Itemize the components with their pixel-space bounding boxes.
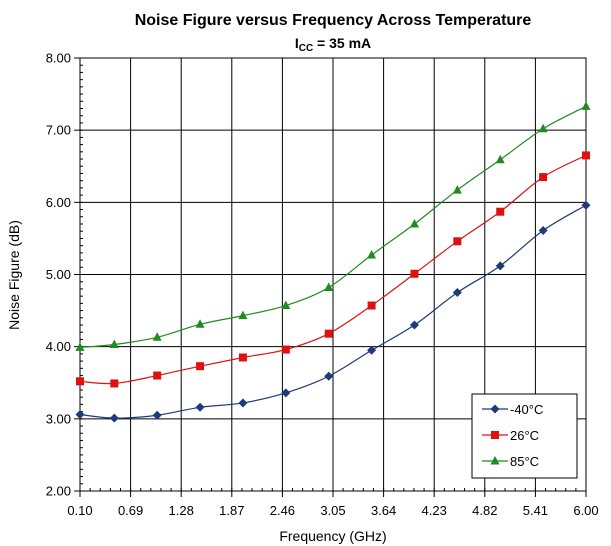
data-point <box>324 329 333 338</box>
legend-box <box>471 393 578 479</box>
series-2 <box>75 101 591 351</box>
data-point <box>495 154 505 164</box>
data-point <box>238 353 247 362</box>
x-tick-label: 4.23 <box>422 503 447 518</box>
y-tick-label: 8.00 <box>46 51 71 66</box>
data-point <box>496 207 505 216</box>
subtitle-subscript: CC <box>299 43 313 54</box>
data-point <box>109 413 119 423</box>
legend-label: 26°C <box>510 428 539 443</box>
series-1 <box>76 151 590 388</box>
x-axis-label: Frequency (GHz) <box>279 528 386 544</box>
data-point <box>409 218 419 228</box>
legend-marker <box>490 456 500 465</box>
data-point <box>453 237 462 246</box>
plot-area-border <box>79 57 587 492</box>
data-point <box>281 300 291 310</box>
data-point <box>109 339 119 349</box>
x-tick-label: 6.00 <box>573 503 598 518</box>
data-point <box>409 320 419 330</box>
y-tick-label: 2.00 <box>46 484 71 499</box>
x-tick-label: 5.41 <box>523 503 548 518</box>
legend-label: -40°C <box>510 402 543 417</box>
subtitle-rest: = 35 mA <box>313 35 371 51</box>
data-point <box>367 301 376 310</box>
chart-title: Noise Figure versus Frequency Across Tem… <box>135 12 532 29</box>
data-point <box>324 371 334 381</box>
data-point <box>153 371 162 380</box>
data-point <box>75 410 85 420</box>
y-tick-label: 7.00 <box>46 123 71 138</box>
x-tick-labels: 0.10 0.69 1.28 1.87 2.46 3.05 3.64 4.23 4.82 5.41… <box>67 503 598 518</box>
x-tick-label: 0.10 <box>67 503 92 518</box>
data-point <box>196 362 205 371</box>
x-tick-label: 0.69 <box>118 503 143 518</box>
series-layer <box>75 101 591 423</box>
data-point <box>238 398 248 408</box>
x-tick-label: 3.05 <box>320 503 345 518</box>
y-tick-label: 3.00 <box>46 411 71 426</box>
legend-marker <box>491 431 499 439</box>
data-point <box>324 282 334 291</box>
legend-marker <box>490 404 500 414</box>
legend: -40°C 26°C 85°C <box>471 393 578 479</box>
x-tick-label: 4.82 <box>472 503 497 518</box>
x-tick-label: 3.64 <box>371 503 396 518</box>
data-point <box>452 288 462 298</box>
y-tick-labels: 2.00 3.00 4.00 5.00 6.00 7.00 8.00 <box>46 51 71 499</box>
data-point <box>238 310 248 320</box>
y-tick-label: 5.00 <box>46 267 71 282</box>
data-point <box>367 250 377 259</box>
data-point <box>539 173 548 182</box>
data-point <box>281 388 291 398</box>
data-point <box>76 377 84 386</box>
legend-label: 85°C <box>510 454 539 469</box>
data-point <box>582 151 590 160</box>
subtitle-prefix: I <box>295 35 299 51</box>
data-point <box>152 410 162 420</box>
y-tick-label: 6.00 <box>46 195 71 210</box>
data-point <box>581 101 591 110</box>
data-point <box>581 200 591 210</box>
data-point <box>538 123 548 133</box>
data-point <box>410 269 419 278</box>
data-point <box>195 319 205 328</box>
data-point <box>495 261 505 271</box>
y-axis-label: Noise Figure (dB) <box>6 220 22 330</box>
data-point <box>367 345 377 355</box>
data-point <box>152 332 162 341</box>
x-tick-label: 1.28 <box>169 503 194 518</box>
y-tick-label: 4.00 <box>46 339 71 354</box>
series-0 <box>75 200 591 423</box>
x-tick-label: 2.46 <box>270 503 295 518</box>
data-point <box>195 402 205 412</box>
x-tick-label: 1.87 <box>219 503 244 518</box>
chart-subtitle: ICC = 35 mA <box>295 35 371 54</box>
data-point <box>452 185 462 194</box>
data-point <box>110 379 119 388</box>
data-point <box>281 345 290 354</box>
data-point <box>538 225 548 235</box>
data-point <box>75 342 85 351</box>
